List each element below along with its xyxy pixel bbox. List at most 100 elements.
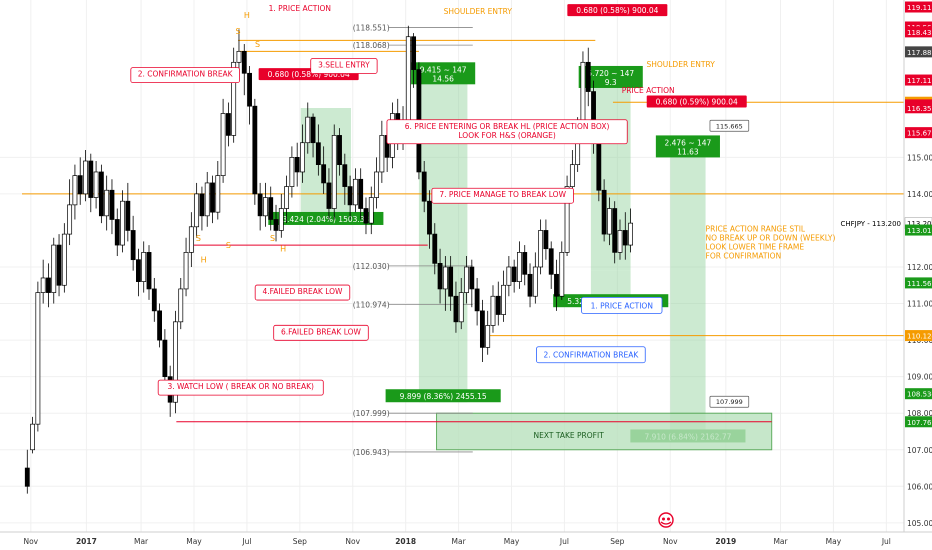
price-badge-label: 107.766	[907, 419, 932, 427]
candle-body	[51, 244, 57, 293]
zone-label: 11.63	[677, 147, 699, 156]
time-tick-label: May	[186, 537, 202, 546]
time-tick-label: 2018	[395, 537, 416, 546]
candle-body	[374, 171, 379, 198]
time-tick-label: Jul	[559, 537, 569, 546]
candle-body	[358, 178, 364, 209]
hs-marker: H	[280, 245, 286, 254]
profit-zone	[670, 135, 706, 428]
price-badge	[905, 330, 932, 342]
callout-label: 7. PRICE MANAGE TO BREAK LOW	[439, 190, 566, 199]
candle-body	[125, 200, 131, 231]
measure-tag	[646, 95, 747, 108]
time-tick-label: Mar	[452, 537, 467, 546]
candle-body	[173, 321, 178, 403]
zone-label: 9.3	[605, 78, 617, 87]
candle-body	[606, 208, 612, 235]
zone-label: 2.476 ~ 147	[664, 138, 711, 147]
candle-body	[77, 175, 83, 195]
time-tick-label: Sep	[610, 537, 624, 546]
price-badge	[905, 388, 932, 400]
candle-body	[331, 135, 337, 209]
candle-body	[622, 230, 628, 246]
candle-body	[24, 467, 30, 487]
callout-box-blue	[581, 296, 663, 314]
candle-body	[569, 164, 575, 187]
measure-tag-label: 0.680 (0.58%) 900.04	[268, 70, 350, 79]
orange-note: LOOK LOWER TIME FRAME	[706, 243, 805, 252]
candle-body	[136, 259, 141, 282]
candle-body	[151, 288, 157, 312]
candle-body	[347, 186, 353, 206]
candle-body	[289, 156, 295, 187]
candle-body	[98, 171, 104, 217]
price-badge-label: 117.115	[907, 77, 932, 85]
price-pin-label: 115.665	[716, 122, 743, 130]
zone-label: 3.424 (2.04%) 1503.33	[282, 215, 369, 224]
callout-label-blue: 2. CONFIRMATION BREAK	[543, 351, 639, 360]
price-tick-label: 109.000	[907, 373, 932, 382]
price-pin-box	[709, 395, 750, 408]
candle-body	[146, 252, 152, 290]
level-price-label: (118.068)	[353, 41, 390, 50]
profit-zone	[418, 62, 468, 374]
callout-box	[310, 58, 378, 74]
candle-body	[442, 266, 448, 290]
zone-label-box	[268, 211, 384, 225]
candle-body	[120, 200, 125, 246]
zone-label: 5.720 ~ 147	[587, 69, 634, 78]
candle-body	[495, 295, 501, 315]
candle-body	[527, 273, 533, 297]
hs-marker: S	[270, 234, 275, 243]
candle-body	[56, 244, 62, 286]
price-tick-label: 108.000	[907, 409, 932, 418]
candle-body	[548, 248, 554, 275]
price-tick-label: 111.000	[907, 300, 932, 309]
orange-note: PRICE ACTION RANGE STIL	[706, 225, 806, 234]
callout-box	[130, 67, 240, 84]
measure-tag-label: 0.680 (0.59%) 900.04	[656, 98, 738, 107]
candle-body	[453, 295, 459, 323]
zone-label-box	[411, 62, 476, 85]
price-badge	[905, 277, 932, 289]
price-tick-label: 105.000	[907, 519, 932, 528]
candle-body	[532, 266, 538, 297]
time-tick-label: Mar	[773, 537, 788, 546]
candle-body	[522, 252, 528, 275]
candle-body	[506, 266, 512, 286]
price-badge-label: 110.124	[907, 333, 932, 341]
candle-body	[411, 36, 417, 70]
candle-body	[40, 277, 46, 293]
candle-body	[337, 135, 342, 166]
price-axis[interactable]: 105.000106.000107.000108.000109.000110.0…	[903, 0, 932, 550]
hs-marker: H	[244, 11, 250, 20]
price-badge	[905, 26, 932, 38]
candle-body	[231, 61, 237, 136]
level-price-label: (110.974)	[353, 301, 390, 310]
price-badge-label: 118.433	[907, 29, 932, 37]
candle-body	[511, 266, 517, 282]
candle-body	[448, 266, 454, 297]
callout-label: PRICE ACTION	[622, 86, 675, 95]
candle-body	[263, 197, 268, 217]
time-tick-label: 2019	[715, 537, 736, 546]
candle-body	[236, 50, 242, 63]
candle-body	[585, 61, 591, 92]
price-badge	[905, 46, 932, 58]
candle-body	[220, 113, 226, 176]
price-badge-label: 108.534	[907, 391, 932, 399]
callout-label: 4.FAILED BREAK LOW	[262, 287, 343, 296]
time-axis[interactable]: Nov 2017 Mar May Jul Sep Nov 2018 Mar May Jul Sep No…	[0, 531, 932, 546]
callout-box	[386, 119, 628, 145]
orange-note: SHOULDER ENTRY	[646, 60, 715, 69]
candle-body	[35, 292, 41, 425]
candle-body	[596, 142, 602, 191]
candle-body	[368, 197, 374, 224]
price-tick-label: 114.000	[907, 190, 932, 199]
candle-body	[225, 113, 231, 136]
candle-body	[141, 252, 147, 282]
callout-label-blue: 1. PRICE ACTION	[591, 301, 653, 310]
candle-body	[114, 219, 120, 246]
candle-body	[474, 288, 480, 312]
